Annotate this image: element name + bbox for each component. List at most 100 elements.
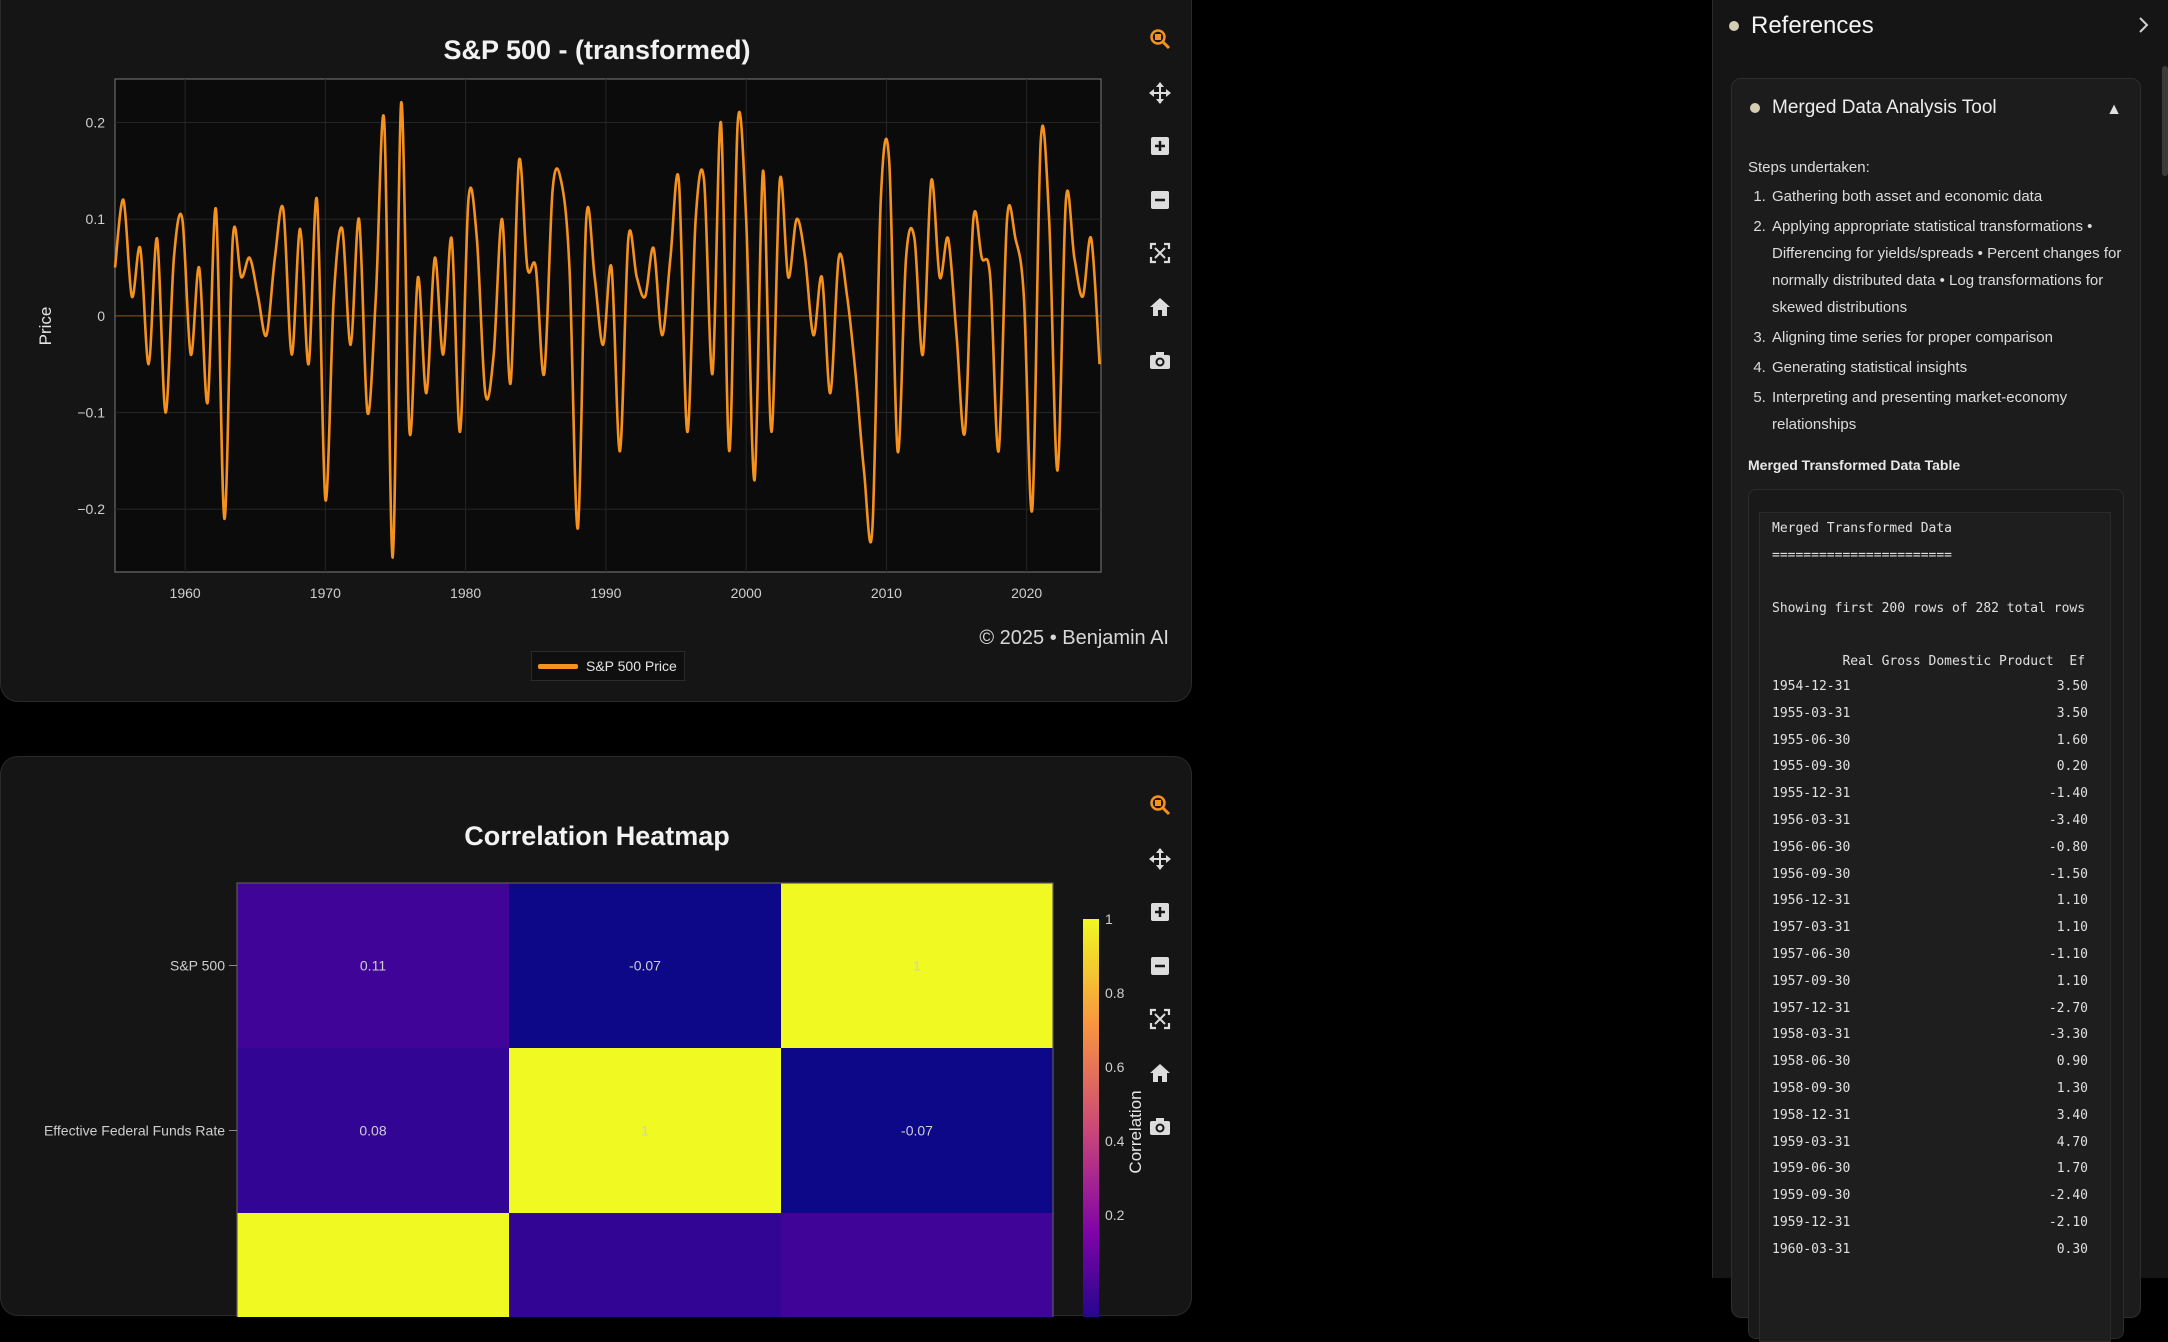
row-value: 0.20 [2056,759,2088,775]
heatmap-cell[interactable] [781,1213,1053,1317]
table-row: 1956-06-30 -0.80 [1760,840,2100,860]
row-date: 1955-06-30 [1772,732,1851,748]
row-value: 1.10 [2056,893,2088,909]
colorbar-tick-label: 0.2 [1105,1207,1125,1223]
x-tick-label: 2000 [731,585,762,601]
x-tick-label: 1960 [170,585,201,601]
zoom-in-icon[interactable] [1144,896,1176,928]
row-value: -2.70 [2048,1000,2088,1016]
row-date: 1958-09-30 [1772,1081,1851,1096]
plot-area[interactable] [114,78,1102,573]
tool-card: Merged Data Analysis Tool ▲ Steps undert… [1731,78,2141,1342]
legend[interactable]: S&P 500 Price [531,651,685,681]
cell-value-label: 1 [641,1123,649,1139]
row-label: Effective Federal Funds Rate [44,1123,225,1139]
heatmap-cell[interactable] [509,1048,781,1213]
row-date: 1959-06-30 [1772,1161,1851,1177]
autoscale-icon[interactable] [1144,237,1176,269]
heatmap-chart[interactable]: 0.11 -0.07 1 0.08 1 -0.07 S&P 500 Effective Fe… [1,757,1193,1317]
references-title: References [1751,12,1874,39]
colorbar-title: Correlation [1126,1090,1145,1173]
home-icon[interactable] [1144,1057,1176,1089]
heatmap-cell[interactable] [781,883,1053,1048]
status-dot [1729,21,1739,31]
row-value: -1.50 [2048,866,2088,882]
camera-icon[interactable] [1144,1110,1176,1142]
cell-value-label: 1 [913,958,921,974]
scrollbar[interactable] [2162,66,2168,176]
row-value: 3.50 [2056,705,2088,721]
table-row: 1959-09-30 -2.40 [1760,1188,2100,1208]
step-item: Aligning time series for proper comparis… [1770,324,2150,351]
zoom-out-icon[interactable] [1144,184,1176,216]
heatmap-cell[interactable] [237,1213,509,1317]
table-row: 1956-12-31 1.10 [1760,893,2100,913]
home-icon[interactable] [1144,291,1176,323]
table-row: 1958-12-31 3.40 [1760,1108,2100,1128]
table-row: 1958-09-30 1.30 [1760,1081,2100,1101]
row-date: 1956-03-31 [1772,813,1851,828]
colorbar-tick-label: 0.4 [1105,1133,1125,1149]
row-value: -3.30 [2048,1027,2088,1043]
table-row: 1955-09-30 0.20 [1760,759,2100,779]
table-underline: ======================= [1772,548,1953,563]
line-chart[interactable]: 1960 1970 1980 1990 2000 2010 2020 0.2 0.1 0 −0.1… [1,1,1193,621]
y-tick-label: 0 [97,308,105,324]
row-value: -2.40 [2048,1188,2088,1204]
row-value: -1.10 [2048,947,2088,962]
pan-icon[interactable] [1144,843,1176,875]
table-label: Merged Transformed Data Table [1748,457,1961,473]
row-value: 0.90 [2056,1054,2088,1070]
row-label: S&P 500 [170,958,225,974]
table-heading: Merged Transformed Data [1772,521,1953,536]
row-date: 1960-03-31 [1772,1241,1851,1257]
row-value: 0.30 [2056,1241,2088,1257]
x-tick-label: 2010 [871,585,902,601]
row-value: -3.40 [2048,813,2088,828]
heatmap-cell[interactable] [237,883,509,1048]
series-line[interactable] [113,101,1101,559]
cell-value-label: -0.07 [629,958,661,974]
heatmap-cell[interactable] [509,1213,781,1317]
heatmap-card: Correlation Heatmap 0.11 -0.07 1 0.08 1 -0.07… [0,756,1193,1317]
zoom-out-icon[interactable] [1144,950,1176,982]
table-row: 1959-12-31 -2.10 [1760,1215,2100,1235]
steps-list: Gathering both asset and economic data A… [1748,183,2150,441]
row-date: 1956-09-30 [1772,866,1851,882]
collapse-caret-icon[interactable]: ▲ [2106,101,2122,118]
row-value: 1.10 [2056,973,2088,989]
colorbar-tick-label: 0.6 [1105,1059,1125,1075]
row-date: 1958-12-31 [1772,1107,1851,1123]
table-row: 1957-09-30 1.10 [1760,974,2100,994]
collapse-panel-chevron-icon[interactable] [2136,14,2152,42]
y-tick-label: −0.1 [77,405,105,421]
row-value: -1.40 [2048,786,2088,802]
colorbar-tick-label: 1 [1105,911,1113,927]
table-row: 1955-12-31 -1.40 [1760,786,2100,806]
data-table[interactable]: Merged Transformed Data ================… [1759,512,2111,1342]
legend-swatch [538,663,578,669]
heatmap-cell[interactable] [781,1048,1053,1213]
heatmap-cell[interactable] [237,1048,509,1213]
table-container: Merged Transformed Data ================… [1748,489,2124,1342]
table-row: 1956-09-30 -1.50 [1760,867,2100,887]
pan-icon[interactable] [1144,77,1176,109]
zoom-icon[interactable] [1144,23,1176,55]
zoom-in-icon[interactable] [1144,130,1176,162]
y-axis-title: Price [36,307,55,346]
step-item: Generating statistical insights [1770,354,2150,381]
camera-icon[interactable] [1144,344,1176,376]
tool-header[interactable]: Merged Data Analysis Tool [1750,97,1997,119]
row-value: 4.70 [2056,1134,2088,1150]
heatmap-cell[interactable] [509,883,781,1048]
row-date: 1955-03-31 [1772,705,1851,721]
chart-title: S&P 500 - (transformed) [443,35,751,65]
row-date: 1957-09-30 [1772,973,1851,989]
row-value: 3.40 [2056,1107,2088,1123]
references-header: References [1729,12,1874,40]
zoom-icon[interactable] [1144,789,1176,821]
row-date: 1959-03-31 [1772,1134,1851,1150]
autoscale-icon[interactable] [1144,1003,1176,1035]
x-tick-label: 1980 [450,585,481,601]
row-value: 1.30 [2056,1081,2088,1096]
